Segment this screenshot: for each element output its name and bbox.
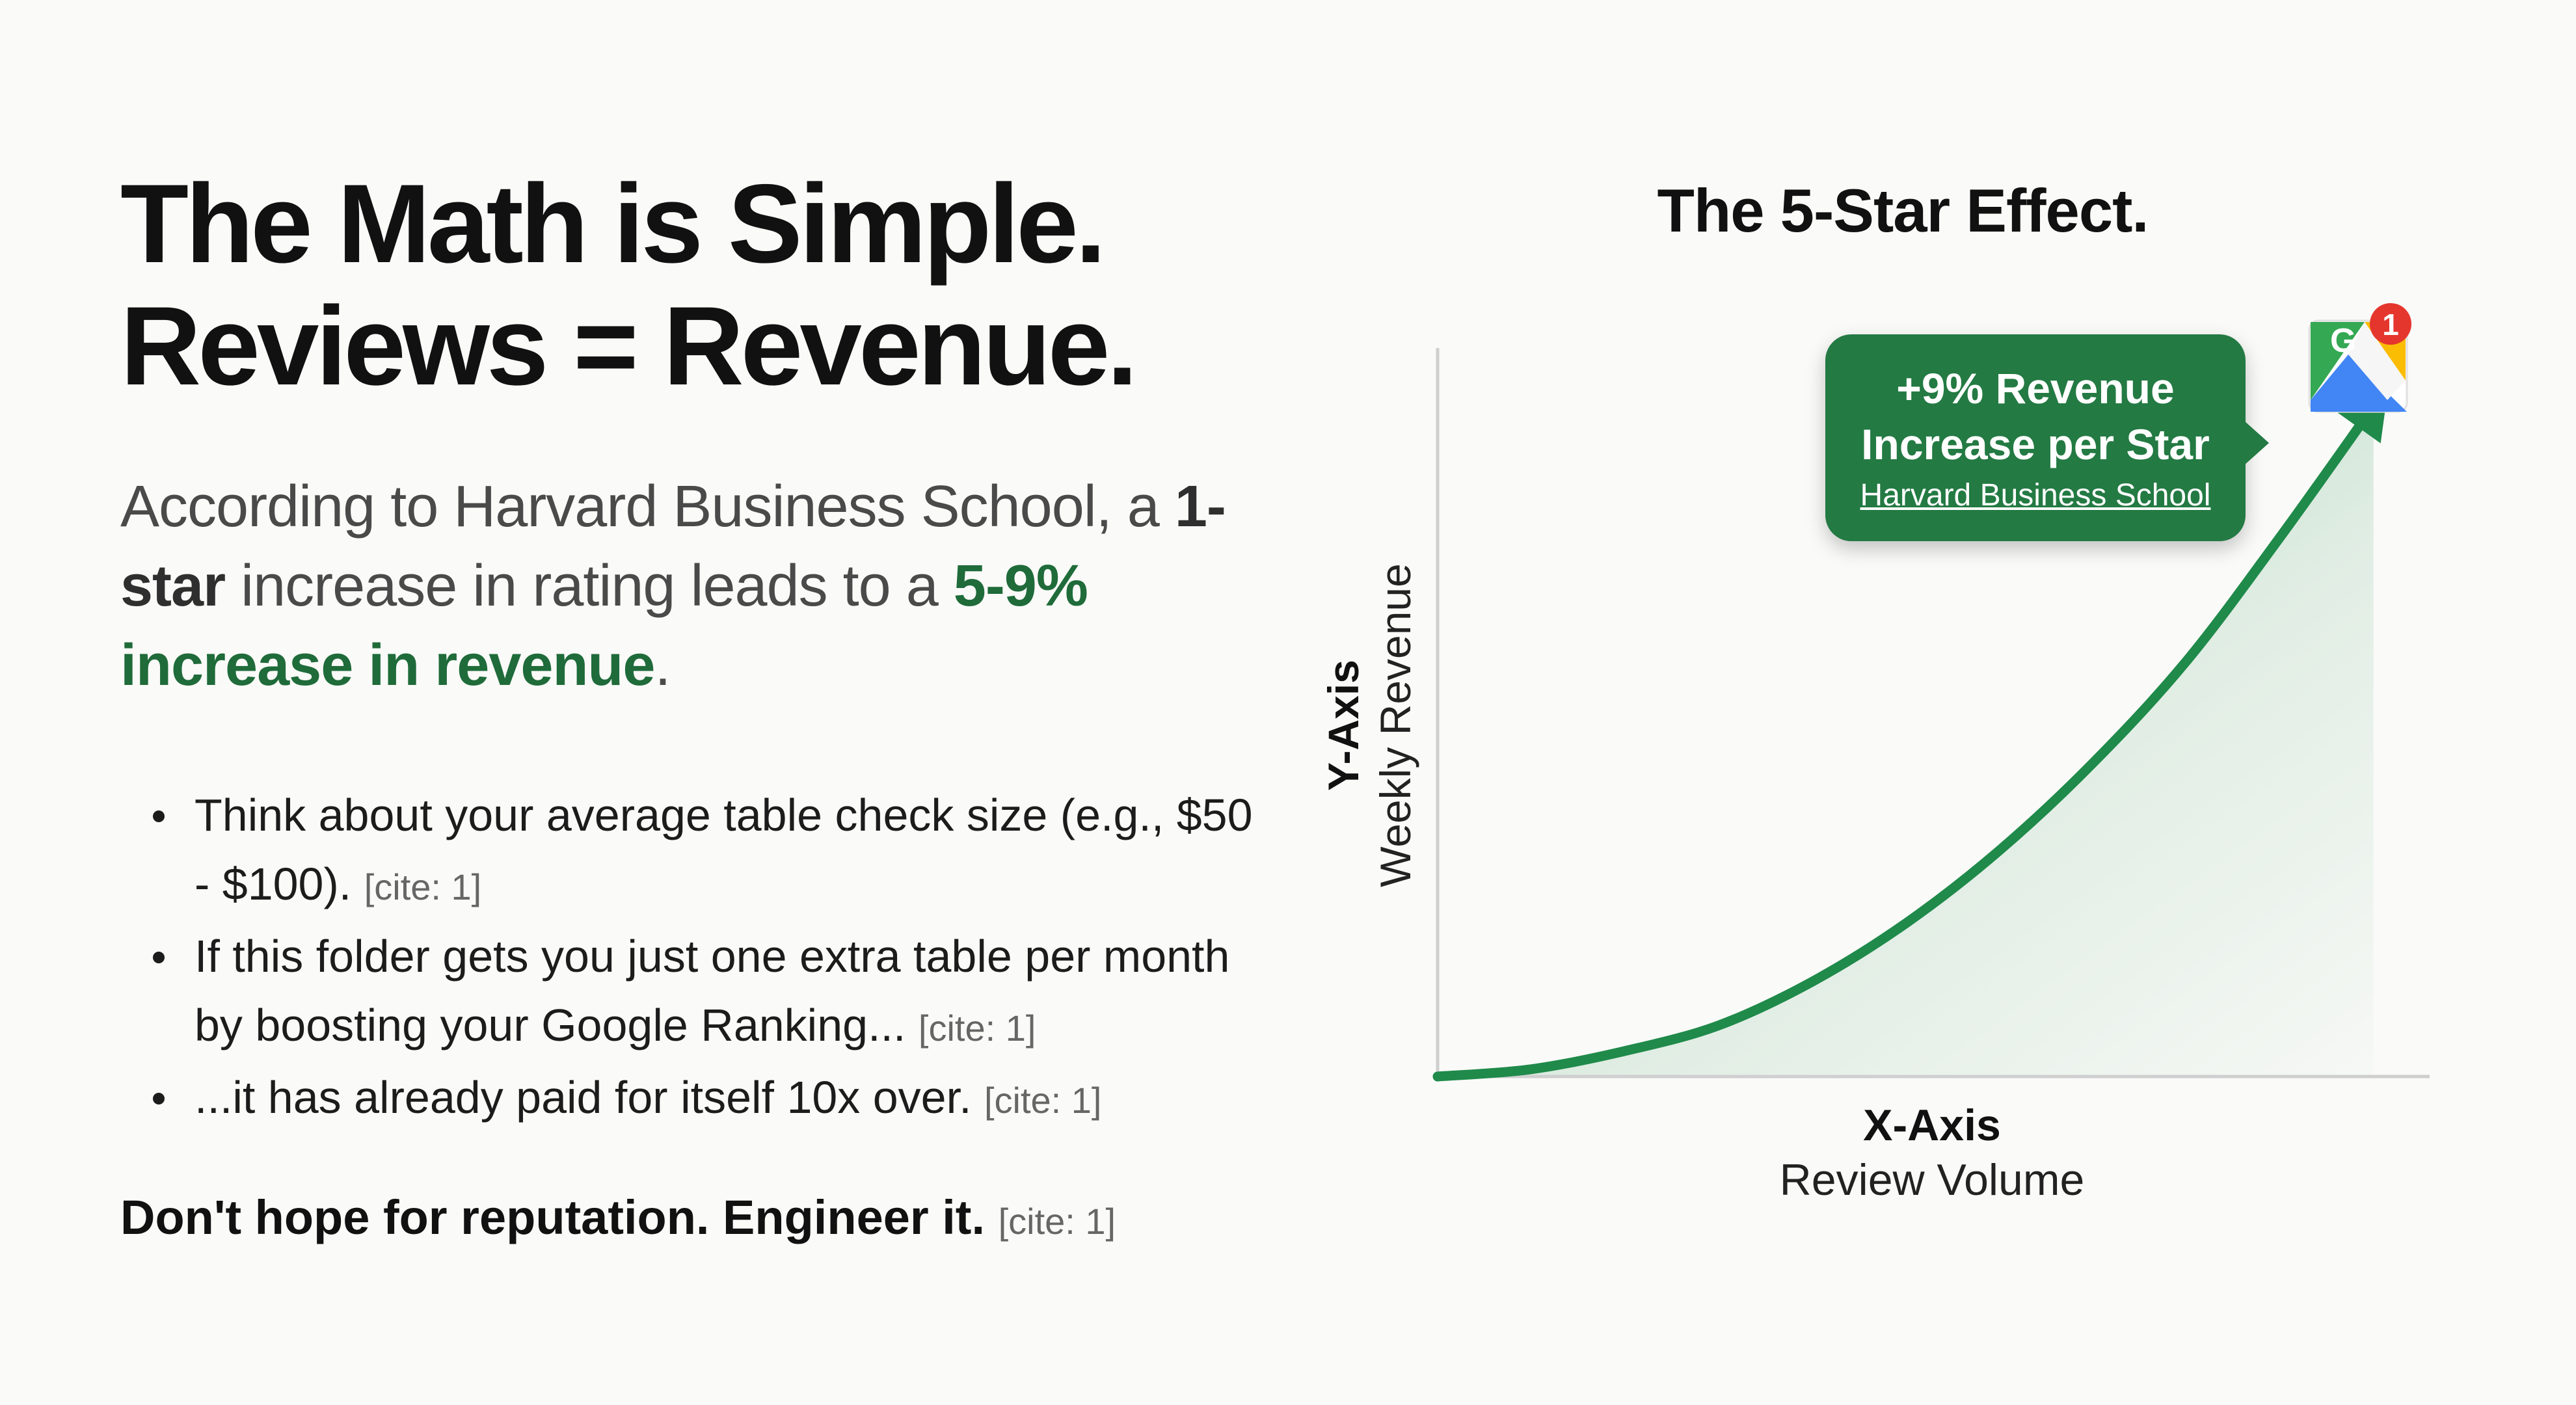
- series-line: [1432, 401, 2379, 1082]
- intro-text-1: According to Harvard Business School, a: [120, 474, 1175, 539]
- intro-revenue-highlight: 5-9% increase in revenue: [120, 554, 1088, 698]
- badge-letter: G: [2330, 322, 2356, 360]
- revenue-callout: +9% Revenue Increase per Star Harvard Bu…: [1825, 334, 2269, 541]
- closing-text: Don't hope for reputation. Engineer it.: [120, 1190, 986, 1244]
- callout-source-link[interactable]: Harvard Business School: [1860, 478, 2211, 513]
- callout-line-1: +9% Revenue: [1896, 364, 2175, 412]
- bullet-item: If this folder gets you just one extra t…: [120, 922, 1265, 1063]
- cite-tag: [cite: 1]: [984, 1080, 1102, 1121]
- headline: The Math is Simple. Reviews = Revenue.: [120, 163, 1265, 407]
- intro-bold-star: 1-star: [120, 474, 1226, 619]
- x-axis-title: X-Axis Review Volume: [1672, 1098, 2192, 1207]
- intro-paragraph: According to Harvard Business School, a …: [120, 467, 1265, 705]
- bullet-item: Think about your average table check siz…: [120, 781, 1265, 922]
- closing-statement: Don't hope for reputation. Engineer it. …: [120, 1190, 1265, 1245]
- cite-tag: [cite: 1]: [998, 1201, 1116, 1242]
- chart-title: The 5-Star Effect.: [1657, 176, 2149, 245]
- y-axis-heading: Y-Axis: [1319, 660, 1367, 791]
- y-axis-title: Y-Axis Weekly Revenue: [1317, 563, 1421, 887]
- x-axis-heading: X-Axis: [1863, 1101, 2001, 1150]
- callout-line-2: Increase per Star: [1861, 420, 2210, 468]
- cite-tag: [cite: 1]: [364, 866, 482, 907]
- notification-dot: [2370, 303, 2411, 345]
- headline-line-1: The Math is Simple.: [120, 161, 1107, 286]
- intro-end: .: [654, 633, 671, 698]
- bullet-text: Think about your average table check siz…: [195, 790, 1253, 909]
- left-column: The Math is Simple. Reviews = Revenue. A…: [120, 163, 1265, 1245]
- bullet-list: Think about your average table check siz…: [120, 781, 1265, 1135]
- area-fill: [1438, 406, 2374, 1077]
- cite-tag: [cite: 1]: [918, 1008, 1036, 1049]
- headline-line-2: Reviews = Revenue.: [120, 284, 1138, 408]
- bullet-text: ...it has already paid for itself 10x ov…: [195, 1072, 972, 1123]
- bullet-item: ...it has already paid for itself 10x ov…: [120, 1063, 1265, 1135]
- bullet-text: If this folder gets you just one extra t…: [195, 931, 1230, 1050]
- notification-count: 1: [2382, 308, 2399, 341]
- google-maps-pin-icon: G 1: [2308, 303, 2411, 413]
- y-axis-label: Weekly Revenue: [1371, 563, 1419, 887]
- x-axis-label: Review Volume: [1779, 1155, 2085, 1205]
- intro-text-2: increase in rating leads to a: [225, 554, 954, 619]
